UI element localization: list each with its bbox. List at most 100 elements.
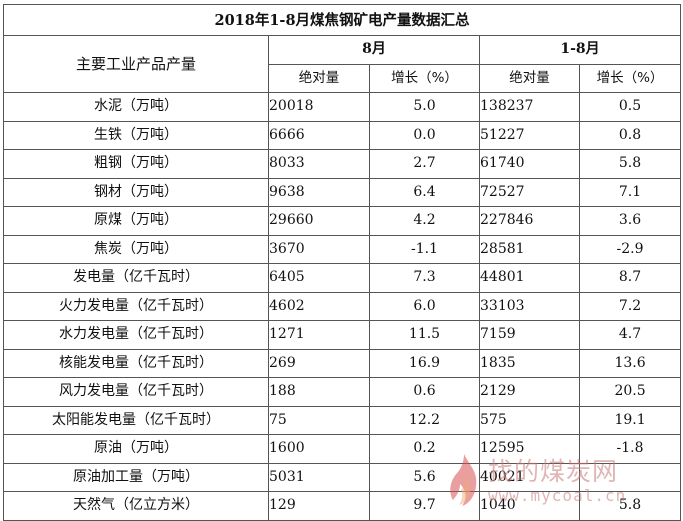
- month-absolute-cell: 3670: [268, 234, 370, 264]
- month-growth-cell: 5.0: [369, 92, 480, 122]
- month-growth-header: 增长（%）: [369, 63, 480, 93]
- product-name-cell: 粗钢（万吨）: [3, 149, 269, 179]
- product-name-cell: 原油加工量（万吨）: [3, 462, 269, 492]
- table-body: 水泥（万吨） 20018 5.0 138237 0.5 生铁（万吨） 6666 0.0 5122…: [3, 92, 682, 521]
- month-absolute-cell: 5031: [268, 462, 370, 492]
- month-growth-cell: 12.2: [369, 405, 480, 435]
- ytd-growth-header: 增长（%）: [578, 63, 682, 93]
- table-row: 天然气（亿立方米） 129 9.7 1040 5.8: [3, 491, 682, 521]
- ytd-absolute-cell: 138237: [479, 92, 580, 122]
- ytd-absolute-header: 绝对量: [479, 63, 580, 93]
- month-growth-cell: 0.0: [369, 120, 480, 150]
- ytd-absolute-cell: 2129: [479, 377, 580, 407]
- month-group-header: 8月: [268, 35, 480, 65]
- month-growth-cell: 9.7: [369, 491, 480, 521]
- table-row: 焦炭（万吨） 3670 -1.1 28581 -2.9: [3, 234, 682, 264]
- ytd-group-header: 1-8月: [478, 35, 682, 65]
- month-growth-cell: 0.2: [369, 434, 480, 464]
- month-growth-cell: 11.5: [369, 320, 480, 350]
- ytd-absolute-cell: 1835: [479, 348, 580, 378]
- table-row: 钢材（万吨） 9638 6.4 72527 7.1: [3, 177, 682, 207]
- ytd-growth-cell: 5.8: [578, 491, 682, 521]
- table-row: 水泥（万吨） 20018 5.0 138237 0.5: [3, 92, 682, 122]
- product-name-cell: 天然气（亿立方米）: [3, 491, 269, 521]
- ytd-absolute-cell: 227846: [479, 206, 580, 236]
- table-row: 火力发电量（亿千瓦时） 4602 6.0 33103 7.2: [3, 291, 682, 321]
- month-growth-cell: 7.3: [369, 263, 480, 293]
- table-row: 核能发电量（亿千瓦时） 269 16.9 1835 13.6: [3, 348, 682, 378]
- ytd-growth-cell: 5.8: [578, 149, 682, 179]
- ytd-absolute-cell: 44801: [479, 263, 580, 293]
- ytd-growth-cell: 7.2: [578, 291, 682, 321]
- month-growth-cell: 6.0: [369, 291, 480, 321]
- product-name-cell: 发电量（亿千瓦时）: [3, 263, 269, 293]
- month-absolute-cell: 269: [268, 348, 370, 378]
- month-absolute-cell: 29660: [268, 206, 370, 236]
- product-name-cell: 水泥（万吨）: [3, 92, 269, 122]
- product-name-cell: 生铁（万吨）: [3, 120, 269, 150]
- ytd-absolute-cell: 40021: [479, 462, 580, 492]
- month-growth-cell: 16.9: [369, 348, 480, 378]
- ytd-absolute-cell: 28581: [479, 234, 580, 264]
- product-name-cell: 原煤（万吨）: [3, 206, 269, 236]
- month-growth-cell: 4.2: [369, 206, 480, 236]
- ytd-growth-cell: [578, 462, 682, 492]
- ytd-growth-cell: 4.7: [578, 320, 682, 350]
- month-absolute-cell: 9638: [268, 177, 370, 207]
- month-growth-cell: 5.6: [369, 462, 480, 492]
- month-absolute-cell: 1600: [268, 434, 370, 464]
- coal-steel-output-table: 2018年1-8月煤焦钢矿电产量数据汇总 主要工业产品产量 8月 1-8月 绝对…: [2, 4, 682, 521]
- ytd-absolute-cell: 61740: [479, 149, 580, 179]
- ytd-absolute-cell: 1040: [479, 491, 580, 521]
- ytd-absolute-cell: 33103: [479, 291, 580, 321]
- ytd-growth-cell: 0.8: [578, 120, 682, 150]
- ytd-growth-cell: 19.1: [578, 405, 682, 435]
- month-absolute-cell: 75: [268, 405, 370, 435]
- product-name-cell: 焦炭（万吨）: [3, 234, 269, 264]
- ytd-absolute-cell: 575: [479, 405, 580, 435]
- table-row: 原油加工量（万吨） 5031 5.6 40021: [3, 462, 682, 492]
- ytd-absolute-cell: 12595: [479, 434, 580, 464]
- month-absolute-cell: 1271: [268, 320, 370, 350]
- ytd-growth-cell: 7.1: [578, 177, 682, 207]
- table-row: 发电量（亿千瓦时） 6405 7.3 44801 8.7: [3, 263, 682, 293]
- product-name-cell: 火力发电量（亿千瓦时）: [3, 291, 269, 321]
- month-absolute-cell: 8033: [268, 149, 370, 179]
- ytd-growth-cell: 13.6: [578, 348, 682, 378]
- ytd-growth-cell: -1.8: [578, 434, 682, 464]
- month-absolute-cell: 129: [268, 491, 370, 521]
- ytd-growth-cell: 3.6: [578, 206, 682, 236]
- table-row: 风力发电量（亿千瓦时） 188 0.6 2129 20.5: [3, 377, 682, 407]
- month-growth-cell: -1.1: [369, 234, 480, 264]
- table-row: 粗钢（万吨） 8033 2.7 61740 5.8: [3, 149, 682, 179]
- table-row: 原煤（万吨） 29660 4.2 227846 3.6: [3, 206, 682, 236]
- month-growth-cell: 0.6: [369, 377, 480, 407]
- product-column-header: 主要工业产品产量: [3, 35, 269, 93]
- table-row: 水力发电量（亿千瓦时） 1271 11.5 7159 4.7: [3, 320, 682, 350]
- ytd-growth-cell: 8.7: [578, 263, 682, 293]
- product-name-cell: 风力发电量（亿千瓦时）: [3, 377, 269, 407]
- month-absolute-cell: 4602: [268, 291, 370, 321]
- table-row: 太阳能发电量（亿千瓦时） 75 12.2 575 19.1: [3, 405, 682, 435]
- table-row: 原油（万吨） 1600 0.2 12595 -1.8: [3, 434, 682, 464]
- ytd-growth-cell: -2.9: [578, 234, 682, 264]
- ytd-growth-cell: 0.5: [578, 92, 682, 122]
- month-growth-cell: 6.4: [369, 177, 480, 207]
- month-absolute-cell: 20018: [268, 92, 370, 122]
- ytd-absolute-cell: 72527: [479, 177, 580, 207]
- month-absolute-cell: 6405: [268, 263, 370, 293]
- ytd-absolute-cell: 51227: [479, 120, 580, 150]
- ytd-absolute-cell: 7159: [479, 320, 580, 350]
- product-name-cell: 核能发电量（亿千瓦时）: [3, 348, 269, 378]
- ytd-growth-cell: 20.5: [578, 377, 682, 407]
- product-name-cell: 太阳能发电量（亿千瓦时）: [3, 405, 269, 435]
- month-absolute-header: 绝对量: [268, 63, 370, 93]
- month-growth-cell: 2.7: [369, 149, 480, 179]
- month-absolute-cell: 188: [268, 377, 370, 407]
- table-title: 2018年1-8月煤焦钢矿电产量数据汇总: [2, 4, 682, 36]
- month-absolute-cell: 6666: [268, 120, 370, 150]
- product-name-cell: 水力发电量（亿千瓦时）: [3, 320, 269, 350]
- product-name-cell: 原油（万吨）: [3, 434, 269, 464]
- product-name-cell: 钢材（万吨）: [3, 177, 269, 207]
- table-row: 生铁（万吨） 6666 0.0 51227 0.8: [3, 120, 682, 150]
